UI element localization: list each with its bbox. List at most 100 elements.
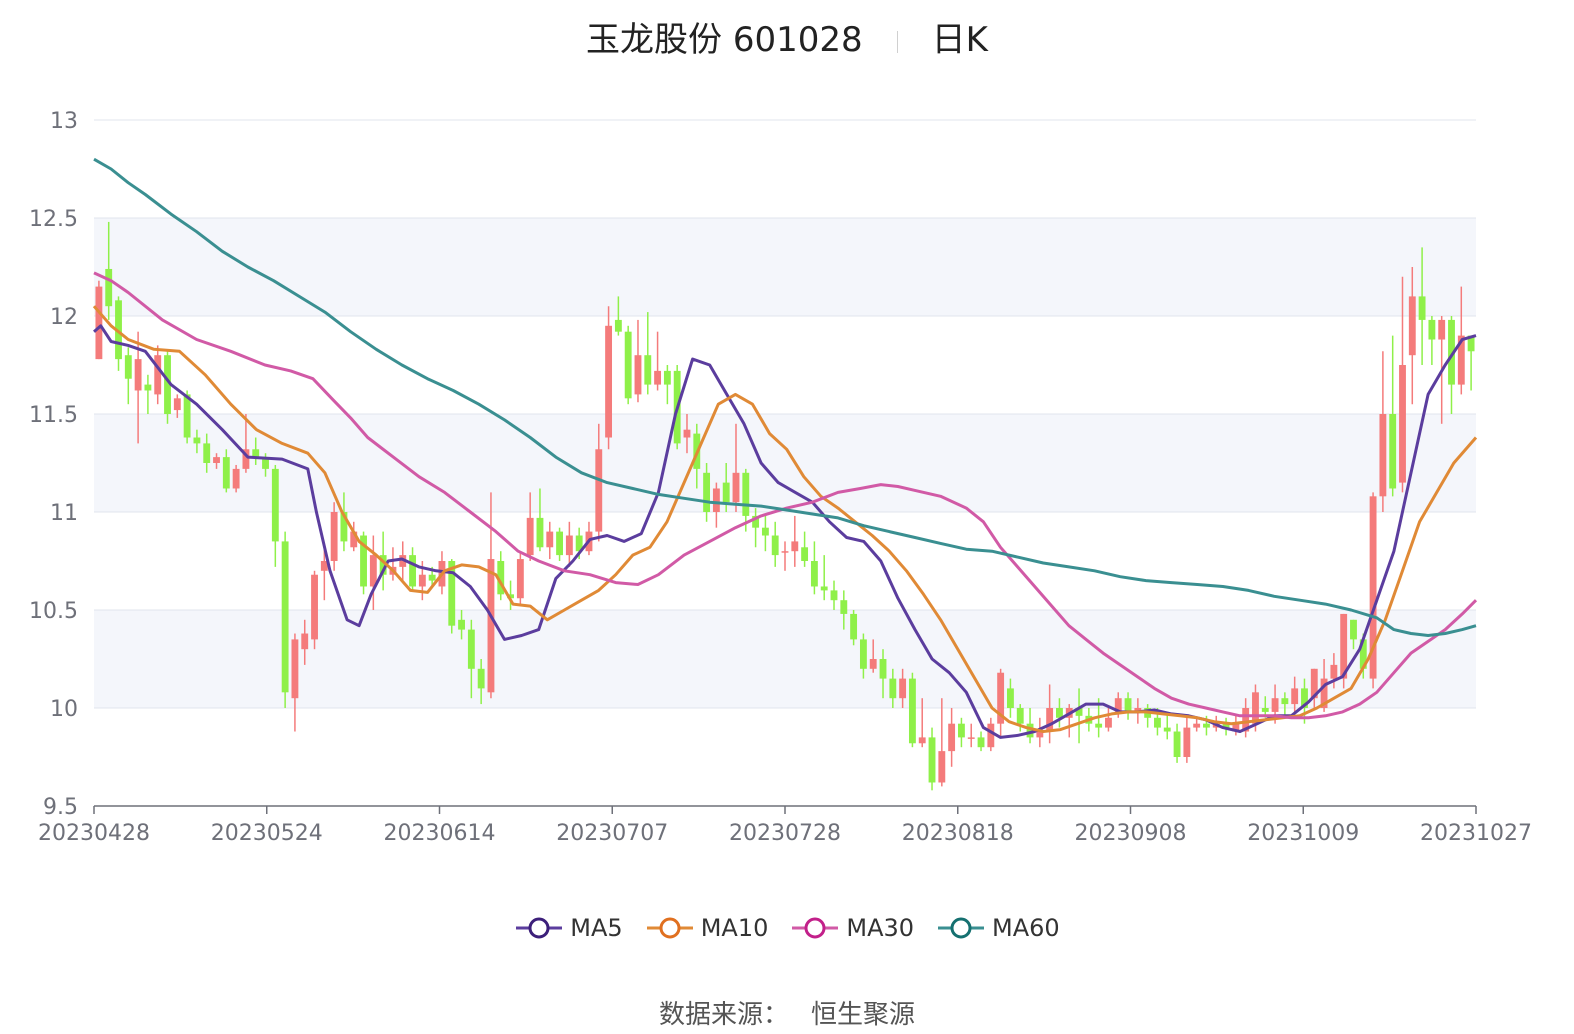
x-tick-label: 20230908 bbox=[1075, 821, 1187, 846]
candle-body bbox=[810, 561, 818, 587]
candle-body bbox=[379, 555, 387, 575]
x-tick-label: 20230707 bbox=[556, 821, 668, 846]
candle-body bbox=[252, 449, 260, 458]
candle-body bbox=[1379, 414, 1387, 497]
candle-body bbox=[546, 531, 554, 548]
x-tick-label: 20230728 bbox=[729, 821, 841, 846]
candle-body bbox=[556, 531, 563, 556]
candle-body bbox=[1114, 698, 1122, 712]
y-tick-label: 11 bbox=[50, 501, 78, 526]
candle-body bbox=[507, 594, 514, 599]
candle-body bbox=[1075, 708, 1083, 716]
candle-body bbox=[301, 633, 309, 650]
candle-body bbox=[1095, 723, 1103, 728]
candle-body bbox=[1457, 335, 1465, 385]
candlestick-chart[interactable]: 9.5 10 10.5 11 11.5 12 12.5 13 20230428 20230524 2… bbox=[0, 0, 1574, 900]
candle-body bbox=[1134, 708, 1142, 712]
candle-body bbox=[477, 668, 485, 689]
candle-body bbox=[1340, 613, 1348, 679]
candle-body bbox=[350, 531, 358, 548]
candle-body bbox=[1222, 723, 1230, 728]
candle-body bbox=[1193, 723, 1201, 728]
x-tick-label: 20230524 bbox=[211, 821, 323, 846]
candle-body bbox=[1271, 698, 1279, 712]
candle-body bbox=[908, 678, 916, 744]
data-source: 数据来源： 恒生聚源 bbox=[0, 994, 1574, 1031]
candle-body bbox=[899, 678, 907, 699]
candle-body bbox=[1056, 708, 1063, 718]
legend-label: MA30 bbox=[846, 914, 915, 942]
candle-body bbox=[1163, 727, 1171, 732]
candle-body bbox=[791, 541, 799, 552]
candle-body bbox=[879, 659, 887, 679]
candle-body bbox=[1399, 365, 1406, 483]
candle-body bbox=[458, 619, 465, 630]
candle-body bbox=[340, 512, 348, 542]
candle-body bbox=[428, 574, 436, 581]
candle-body bbox=[575, 535, 583, 552]
legend-item-ma60[interactable]: MA60 bbox=[936, 914, 1060, 942]
candle-body bbox=[1389, 414, 1397, 489]
candle-body bbox=[320, 561, 328, 571]
candle-body bbox=[232, 468, 240, 489]
candle-body bbox=[369, 555, 377, 587]
candle-body bbox=[1232, 723, 1240, 732]
legend-item-ma30[interactable]: MA30 bbox=[790, 914, 914, 942]
candle-body bbox=[271, 468, 279, 542]
candle-body bbox=[487, 559, 495, 693]
candle-body bbox=[291, 639, 299, 699]
period-label: 日K bbox=[931, 20, 988, 60]
candle-body bbox=[409, 555, 416, 587]
candle-body bbox=[222, 457, 230, 489]
grid-band bbox=[94, 218, 1476, 316]
legend-label: MA60 bbox=[992, 914, 1060, 942]
candle-body bbox=[752, 515, 760, 528]
candle-body bbox=[997, 672, 1005, 724]
legend-marker-icon bbox=[792, 917, 839, 939]
x-tick-label: 20231009 bbox=[1247, 821, 1359, 846]
candle-body bbox=[105, 268, 113, 307]
candle-body bbox=[938, 751, 946, 783]
candle-body bbox=[1467, 335, 1475, 352]
candle-body bbox=[957, 723, 965, 738]
candle-body bbox=[95, 286, 103, 360]
candle-body bbox=[781, 551, 789, 553]
candle-body bbox=[1310, 668, 1318, 699]
ma-line-ma10 bbox=[92, 305, 1478, 733]
candle-body bbox=[124, 355, 132, 379]
candle-body bbox=[850, 613, 858, 640]
candle-body bbox=[1448, 319, 1455, 385]
candle-body bbox=[262, 457, 269, 469]
candle-body bbox=[1183, 727, 1191, 757]
candle-body bbox=[418, 574, 426, 587]
candle-body bbox=[1359, 639, 1367, 669]
candle-body bbox=[1105, 717, 1112, 728]
candle-body bbox=[173, 398, 181, 411]
candle-body bbox=[948, 723, 956, 752]
candle-body bbox=[1026, 723, 1034, 738]
legend-item-ma5[interactable]: MA5 bbox=[514, 914, 623, 942]
candle-body bbox=[1036, 731, 1044, 738]
candle-body bbox=[830, 590, 838, 601]
candle-body bbox=[164, 355, 171, 414]
chart-title: 玉龙股份 601028 日K bbox=[0, 12, 1574, 61]
legend-marker-icon bbox=[516, 917, 563, 939]
x-tick-label: 20230428 bbox=[38, 821, 150, 846]
candle-body bbox=[624, 331, 632, 399]
legend-label: MA10 bbox=[700, 914, 769, 942]
candle-body bbox=[967, 737, 975, 739]
legend: MA5 MA10 MA30 MA60 bbox=[0, 914, 1574, 942]
candle-body bbox=[1124, 698, 1132, 712]
y-tick-label: 9.5 bbox=[43, 795, 78, 820]
x-tick-label: 20230818 bbox=[902, 821, 1014, 846]
candle-body bbox=[712, 488, 720, 512]
candle-body bbox=[144, 384, 152, 391]
source-label: 数据来源： bbox=[658, 1000, 789, 1030]
candle-body bbox=[536, 517, 544, 548]
candle-body bbox=[1281, 698, 1289, 705]
candle-body bbox=[918, 737, 926, 744]
legend-item-ma10[interactable]: MA10 bbox=[645, 914, 769, 942]
candle-body bbox=[526, 517, 534, 556]
candle-body bbox=[1007, 688, 1014, 708]
candle-body bbox=[928, 737, 936, 783]
